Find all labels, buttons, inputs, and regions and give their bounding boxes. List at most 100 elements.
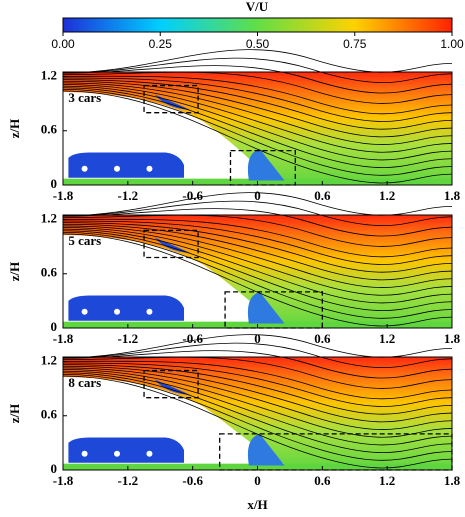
colorbar-tick-label: 0.50: [246, 37, 270, 51]
wheel: [81, 450, 88, 457]
x-tick-label: 0.6: [314, 188, 331, 203]
streamline: [62, 375, 453, 469]
streamline: [62, 370, 453, 446]
x-tick-label: 1.2: [379, 331, 395, 346]
streamline: [62, 373, 453, 461]
y-tick-label: 0: [51, 461, 58, 476]
streamline: [62, 49, 453, 74]
vortex: [247, 291, 285, 324]
streamline: [62, 77, 453, 122]
wheel: [114, 450, 121, 457]
x-axis-label: x/H: [247, 497, 267, 512]
x-tick-label: -1.8: [53, 473, 74, 488]
panel: [62, 192, 453, 329]
highlight-box: [143, 369, 199, 399]
y-tick-label: 1.2: [41, 68, 57, 83]
streamline: [62, 208, 453, 237]
streamline: [62, 71, 453, 104]
wheel: [114, 308, 121, 315]
panel: [62, 334, 453, 471]
x-tick-label: 0.6: [314, 331, 331, 346]
streamline: [62, 82, 453, 145]
x-tick-label: -0.6: [182, 188, 203, 203]
colorbar-tick-label: 0.75: [343, 37, 367, 51]
x-tick-label: 0: [254, 473, 261, 488]
streamline: [62, 75, 453, 115]
streamline: [62, 360, 453, 400]
wheel: [114, 165, 121, 172]
streamline: [62, 214, 453, 247]
wheel: [81, 165, 88, 172]
streamline: [62, 200, 453, 227]
colorbar-tick-label: 0.25: [149, 37, 173, 51]
y-axis-label: z/H: [7, 119, 22, 139]
streamline: [62, 192, 453, 217]
colorbar: [62, 17, 453, 33]
y-axis-label: z/H: [7, 404, 22, 424]
vortex: [247, 148, 285, 181]
panel-label: 5 cars: [68, 233, 101, 248]
y-tick-label: 0.6: [41, 265, 58, 280]
x-tick-label: 0: [254, 188, 261, 203]
x-tick-label: 1.2: [379, 188, 395, 203]
streamline: [62, 220, 453, 265]
x-tick-label: 1.8: [444, 188, 461, 203]
streamline: [62, 218, 453, 258]
streamline: [62, 350, 453, 379]
streamline: [62, 227, 453, 296]
highlight-box: [143, 84, 199, 114]
streamline: [62, 233, 453, 327]
colorbar-tick-label: 1.00: [440, 37, 464, 51]
streamline: [62, 364, 453, 415]
streamline: [62, 57, 453, 84]
streamline: [62, 80, 453, 138]
y-tick-label: 1.2: [41, 211, 57, 226]
y-axis-label: z/H: [7, 262, 22, 282]
highlight-box: [143, 229, 199, 259]
x-tick-label: 1.8: [444, 473, 461, 488]
highlight-box: [224, 291, 323, 329]
streamline: [62, 65, 453, 94]
streamline: [62, 334, 453, 359]
streamline: [62, 356, 453, 389]
wheel: [146, 165, 153, 172]
streamline: [62, 84, 453, 153]
streamline: [62, 90, 453, 184]
y-tick-label: 0: [51, 176, 58, 191]
panel-label: 8 cars: [68, 375, 101, 390]
wheel: [146, 450, 153, 457]
streamline: [62, 230, 453, 312]
streamline: [62, 85, 453, 161]
x-tick-label: -1.8: [53, 188, 74, 203]
car: [68, 437, 185, 463]
x-tick-label: 1.2: [379, 473, 395, 488]
colorbar-tick-label: 0.00: [51, 37, 75, 51]
streamline: [62, 79, 453, 130]
x-tick-label: -1.2: [118, 331, 139, 346]
streamline: [62, 225, 453, 288]
car: [68, 152, 185, 178]
streamline: [62, 88, 453, 176]
panel-label: 3 cars: [68, 90, 101, 105]
streamline: [62, 342, 453, 369]
x-tick-label: -1.2: [118, 188, 139, 203]
streamline: [62, 362, 453, 407]
x-tick-label: 0.6: [314, 473, 331, 488]
streamline: [62, 365, 453, 423]
x-tick-label: -0.6: [182, 331, 203, 346]
panel: [62, 49, 453, 186]
wheel: [81, 308, 88, 315]
streamline: [62, 228, 453, 304]
y-tick-label: 1.2: [41, 353, 57, 368]
y-tick-label: 0: [51, 319, 58, 334]
car: [68, 295, 185, 321]
colorbar-label: V/U: [246, 0, 269, 14]
x-tick-label: 0: [254, 331, 261, 346]
streamline: [62, 87, 453, 169]
vortex: [247, 433, 285, 466]
x-tick-label: -1.8: [53, 331, 74, 346]
wheel: [146, 308, 153, 315]
streamline: [62, 367, 453, 430]
streamline: [62, 222, 453, 273]
